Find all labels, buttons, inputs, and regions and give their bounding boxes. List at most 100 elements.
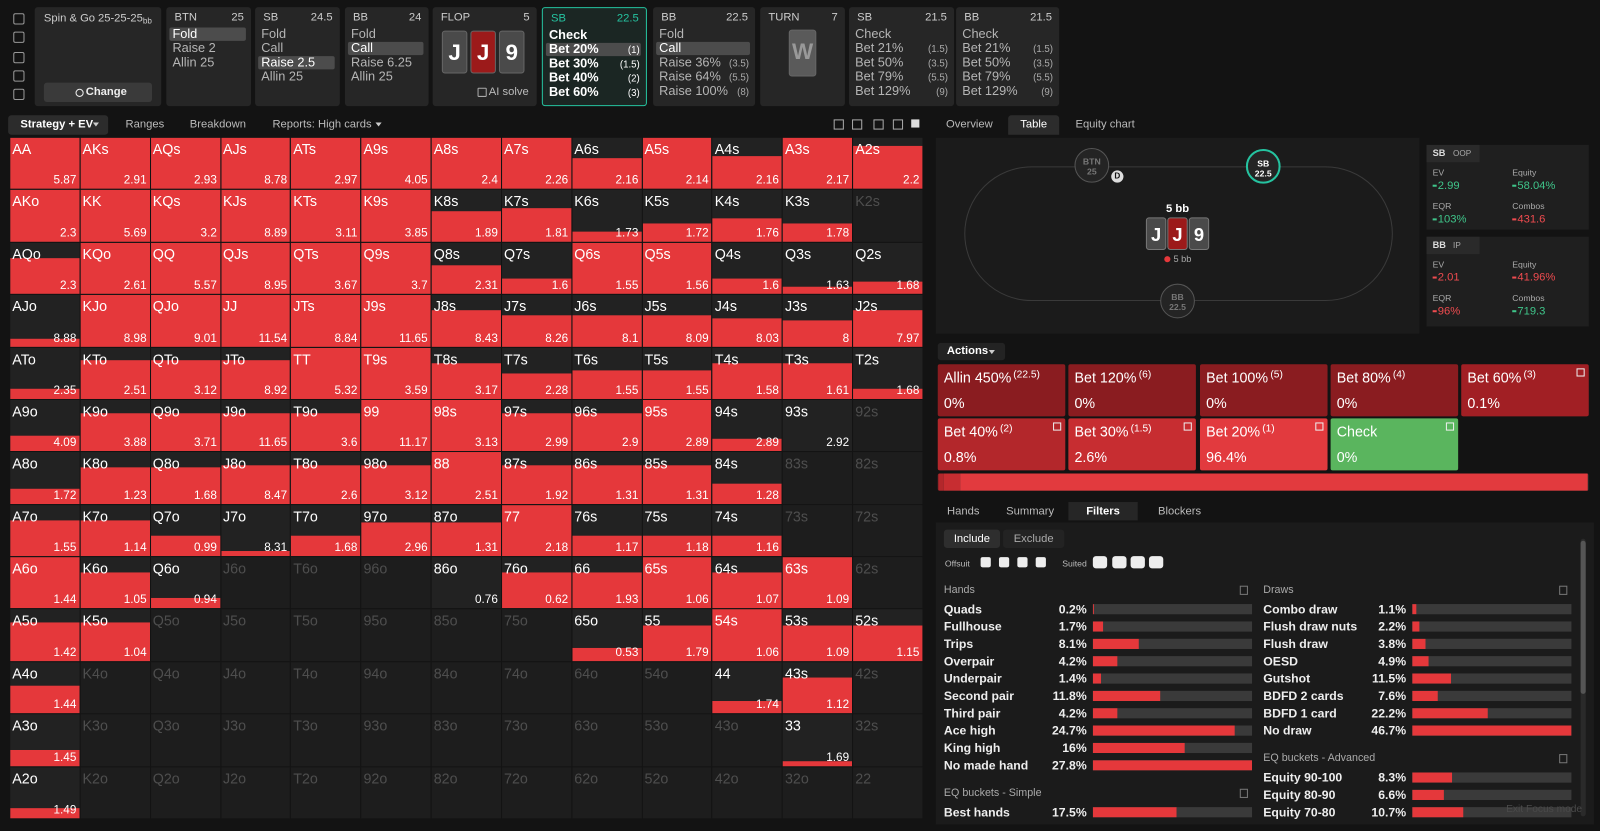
hand-cell[interactable]: J6o: [220, 557, 291, 609]
hand-cell[interactable]: 32s: [853, 714, 923, 766]
hand-cell[interactable]: J7o 8.31: [220, 504, 291, 557]
strategy-tab[interactable]: Breakdown: [189, 118, 246, 131]
hand-cell[interactable]: J2o: [220, 766, 291, 819]
filters-tab[interactable]: Filters: [1068, 502, 1138, 521]
hand-cell[interactable]: 42s: [853, 662, 923, 714]
hand-cell[interactable]: 86s 1.31: [572, 452, 642, 504]
suit-icon[interactable]: [1017, 557, 1028, 568]
hand-cell[interactable]: 33 1.69: [782, 714, 853, 766]
hand-cell[interactable]: TT 5.32: [291, 347, 361, 399]
hand-cell[interactable]: 94s 2.89: [712, 399, 782, 452]
action-row[interactable]: Call: [347, 41, 424, 56]
suit-icon[interactable]: [1130, 556, 1145, 569]
player-seat[interactable]: BTN 25: [1074, 147, 1110, 183]
action-row[interactable]: Raise 2: [169, 41, 246, 55]
hand-cell[interactable]: KTs 3.11: [291, 190, 361, 242]
suit-icon[interactable]: [1112, 556, 1127, 569]
hand-cell[interactable]: J5s 8.09: [642, 295, 712, 347]
action-row[interactable]: Allin 25: [169, 56, 246, 69]
action-row[interactable]: Bet 60% (3): [546, 85, 641, 99]
hand-cell[interactable]: 95o: [361, 609, 431, 662]
hand-cell[interactable]: Q5o: [150, 609, 220, 662]
action-tile[interactable]: Bet 120% (6) 0%: [1068, 364, 1196, 417]
hand-cell[interactable]: 85o: [431, 609, 501, 662]
hand-cell[interactable]: K7o 1.14: [80, 504, 150, 557]
hand-cell[interactable]: T5o: [291, 609, 361, 662]
action-row[interactable]: Check: [546, 28, 641, 42]
action-row[interactable]: Allin 25: [348, 70, 424, 83]
hand-cell[interactable]: 55 1.79: [642, 609, 712, 662]
hand-cell[interactable]: J4s 8.03: [712, 295, 782, 347]
hand-cell[interactable]: KJo 8.98: [80, 295, 150, 347]
suit-icon[interactable]: [1148, 556, 1164, 569]
hand-cell[interactable]: 88 2.51: [431, 452, 501, 504]
hand-cell[interactable]: A4o 1.44: [10, 662, 80, 714]
action-row[interactable]: Bet 20% (1): [545, 42, 641, 57]
suit-icon[interactable]: [998, 557, 1010, 568]
player-seat[interactable]: BB 22.5: [1160, 283, 1195, 319]
action-row[interactable]: Fold: [348, 27, 424, 41]
strategy-tab[interactable]: Strategy + EV: [20, 118, 94, 131]
hand-cell[interactable]: 98o 3.12: [361, 452, 431, 504]
hand-cell[interactable]: QTs 3.67: [291, 242, 361, 295]
hand-cell[interactable]: K9s 3.85: [361, 190, 431, 242]
action-row[interactable]: Raise 64% (5.5): [656, 70, 750, 84]
hand-cell[interactable]: 65s 1.06: [642, 557, 712, 609]
suit-icon[interactable]: [1092, 556, 1108, 569]
action-tile[interactable]: Bet 80% (4) 0%: [1330, 364, 1459, 417]
action-tile[interactable]: Check 0%: [1330, 418, 1459, 471]
hand-cell[interactable]: 96o: [361, 557, 431, 609]
hand-cell[interactable]: J9s 11.65: [361, 295, 431, 347]
scrollbar-thumb[interactable]: [1580, 540, 1586, 694]
node-panel[interactable]: BB 24 Fold Call Raise 6.25 Allin 25: [344, 7, 429, 107]
view-icon[interactable]: [852, 119, 863, 130]
hand-cell[interactable]: K4s 1.76: [712, 190, 782, 242]
hand-cell[interactable]: Q7s 1.6: [501, 242, 572, 295]
view-icon[interactable]: [911, 119, 920, 128]
hand-cell[interactable]: Q7o 0.99: [150, 504, 220, 557]
action-row[interactable]: Check: [852, 27, 949, 41]
node-panel[interactable]: SB 22.5 Check Bet 20% (1) Bet 30% (1.5) Bet 40%…: [541, 7, 647, 107]
hand-cell[interactable]: 32o: [782, 766, 853, 819]
hand-cell[interactable]: 42o: [712, 766, 782, 819]
hand-cell[interactable]: T2o: [291, 766, 361, 819]
hand-cell[interactable]: T7o 1.68: [291, 504, 361, 557]
hand-cell[interactable]: ATo 2.35: [10, 347, 80, 399]
toolbar-icon[interactable]: [13, 31, 25, 43]
hand-cell[interactable]: 86o 0.76: [431, 557, 501, 609]
hand-cell[interactable]: AKo 2.3: [10, 190, 80, 242]
hand-cell[interactable]: T9s 3.59: [361, 347, 431, 399]
hand-cell[interactable]: KK 5.69: [80, 190, 150, 242]
hand-cell[interactable]: 62s: [853, 557, 923, 609]
hand-cell[interactable]: A7s 2.26: [501, 137, 572, 190]
hand-cell[interactable]: 87s 1.92: [501, 452, 572, 504]
hand-cell[interactable]: QQ 5.57: [150, 242, 220, 295]
hand-cell[interactable]: K2s: [853, 190, 923, 242]
action-row[interactable]: Bet 50% (3.5): [852, 56, 949, 70]
hand-cell[interactable]: J6s 8.1: [572, 295, 642, 347]
view-tab[interactable]: Equity chart: [1075, 118, 1135, 131]
toolbar-icon[interactable]: [13, 52, 25, 64]
hand-cell[interactable]: 87o 1.31: [431, 504, 501, 557]
hand-cell[interactable]: QTo 3.12: [150, 347, 220, 399]
hand-cell[interactable]: 98s 3.13: [431, 399, 501, 452]
hand-cell[interactable]: 53o: [642, 714, 712, 766]
ai-solve[interactable]: AI solve: [488, 85, 529, 98]
action-tile[interactable]: Bet 30% (1.5) 2.6%: [1068, 418, 1196, 471]
hand-cell[interactable]: Q4o: [150, 662, 220, 714]
hand-cell[interactable]: 83s: [782, 452, 853, 504]
hand-cell[interactable]: 73o: [501, 714, 572, 766]
change-button[interactable]: Change: [43, 82, 153, 103]
actions-dropdown[interactable]: [937, 342, 1006, 361]
view-icon[interactable]: [873, 119, 884, 130]
hand-cell[interactable]: Q3s 1.63: [782, 242, 853, 295]
hand-cell[interactable]: QJs 8.95: [220, 242, 291, 295]
action-row[interactable]: Bet 79% (5.5): [959, 70, 1054, 84]
hand-cell[interactable]: 93o: [361, 714, 431, 766]
hand-cell[interactable]: A6o 1.44: [10, 557, 80, 609]
hand-cell[interactable]: 43o: [712, 714, 782, 766]
hand-cell[interactable]: JJ 11.54: [220, 295, 291, 347]
hand-cell[interactable]: Q3o: [150, 714, 220, 766]
strategy-tab[interactable]: Ranges: [125, 118, 165, 131]
hand-cell[interactable]: 76o 0.62: [501, 557, 572, 609]
